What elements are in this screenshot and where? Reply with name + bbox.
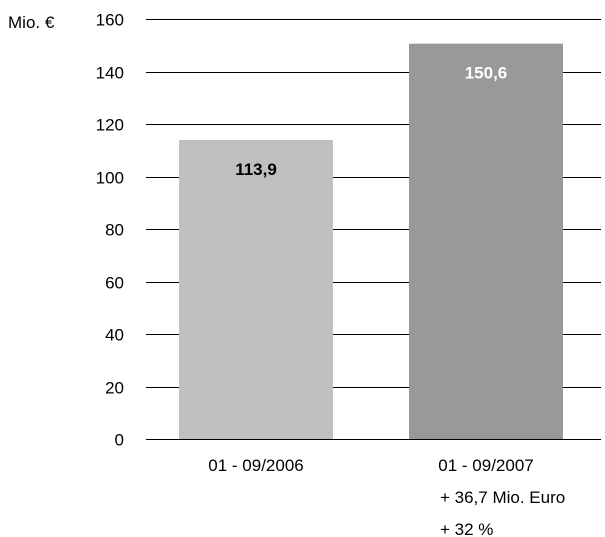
y-tick-label-120: 120 — [96, 116, 124, 135]
category-label-1: 01 - 09/2006 — [208, 456, 303, 475]
y-tick-label-140: 140 — [96, 64, 124, 83]
data-label-1: 113,9 — [235, 160, 277, 179]
y-tick-label-40: 40 — [105, 326, 124, 345]
bars — [146, 43, 601, 440]
y-tick-label-100: 100 — [96, 169, 124, 188]
bar-2 — [409, 43, 563, 440]
y-tick-label-80: 80 — [105, 221, 124, 240]
y-tick-label-60: 60 — [105, 274, 124, 293]
y-tick-label-160: 160 — [96, 11, 124, 30]
category-label-2: 01 - 09/2007 — [438, 456, 533, 475]
labels: 0 20 40 60 80 100 120 140 160 113,9 01 - 09/2006 15… — [96, 11, 534, 476]
y-axis-unit-label: Mio. € — [8, 13, 55, 32]
bar-1 — [179, 140, 333, 439]
annotation-percent-change: + 32 % — [440, 520, 493, 537]
y-tick-label-20: 20 — [105, 379, 124, 398]
annotation-absolute-change: + 36,7 Mio. Euro — [440, 488, 565, 507]
y-tick-label-0: 0 — [115, 431, 124, 450]
data-label-2: 150,6 — [465, 64, 508, 83]
